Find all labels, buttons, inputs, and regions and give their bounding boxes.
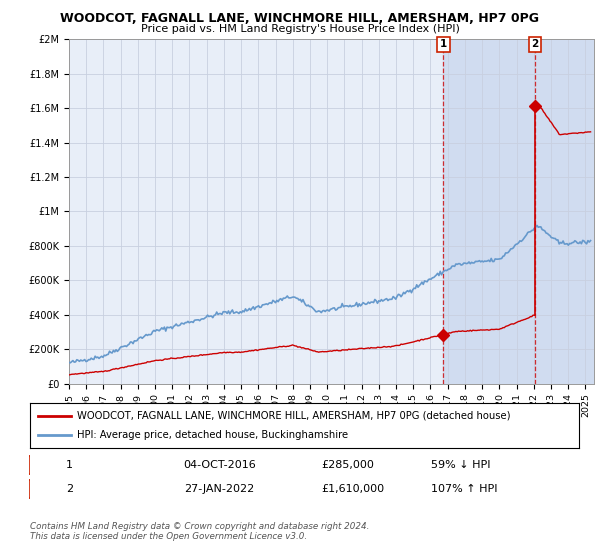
Text: 1: 1 [65,460,73,470]
Text: 27-JAN-2022: 27-JAN-2022 [184,484,254,494]
Text: 04-OCT-2016: 04-OCT-2016 [184,460,256,470]
Text: Price paid vs. HM Land Registry's House Price Index (HPI): Price paid vs. HM Land Registry's House … [140,24,460,34]
Text: 2: 2 [532,39,539,49]
Text: 2: 2 [38,484,45,494]
Text: Contains HM Land Registry data © Crown copyright and database right 2024.
This d: Contains HM Land Registry data © Crown c… [30,522,370,542]
Text: WOODCOT, FAGNALL LANE, WINCHMORE HILL, AMERSHAM, HP7 0PG (detached house): WOODCOT, FAGNALL LANE, WINCHMORE HILL, A… [77,410,510,421]
Text: 1: 1 [440,39,447,49]
Bar [443,39,594,384]
Text: 107% ↑ HPI: 107% ↑ HPI [431,484,497,494]
Text: HPI: Average price, detached house, Buckinghamshire: HPI: Average price, detached house, Buck… [77,431,348,441]
Text: 1: 1 [38,460,45,470]
Text: 2: 2 [65,484,73,494]
Text: 59% ↓ HPI: 59% ↓ HPI [431,460,490,470]
Text: WOODCOT, FAGNALL LANE, WINCHMORE HILL, AMERSHAM, HP7 0PG: WOODCOT, FAGNALL LANE, WINCHMORE HILL, A… [61,12,539,25]
Text: £285,000: £285,000 [321,460,374,470]
Text: £1,610,000: £1,610,000 [321,484,384,494]
